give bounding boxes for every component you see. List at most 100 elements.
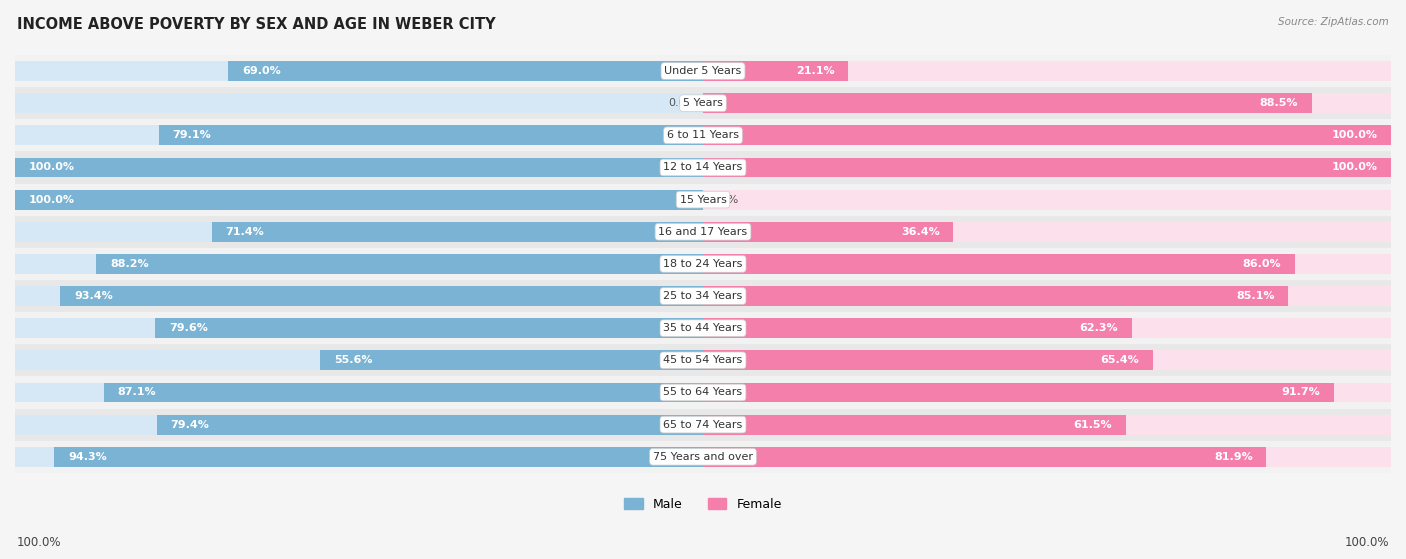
Bar (703, 350, 1153, 370)
Bar (703, 125, 1391, 145)
Bar (159, 125, 703, 145)
Bar (15, 222, 703, 241)
Text: 65.4%: 65.4% (1101, 356, 1139, 366)
Bar (1, 376, 1405, 409)
Bar (703, 158, 1391, 177)
Text: 100.0%: 100.0% (1331, 130, 1378, 140)
Text: 55.6%: 55.6% (335, 356, 373, 366)
Text: 100.0%: 100.0% (28, 195, 75, 205)
Bar (703, 222, 953, 241)
Bar (703, 190, 1391, 210)
Text: 93.4%: 93.4% (75, 291, 112, 301)
Text: 15 Years: 15 Years (679, 195, 727, 205)
Bar (104, 382, 703, 402)
Text: 0.0%: 0.0% (710, 195, 738, 205)
Text: 79.6%: 79.6% (169, 323, 208, 333)
Text: 65 to 74 Years: 65 to 74 Years (664, 420, 742, 430)
Text: 12 to 14 Years: 12 to 14 Years (664, 163, 742, 173)
Bar (228, 61, 703, 81)
Text: 69.0%: 69.0% (242, 66, 281, 76)
Text: 88.5%: 88.5% (1260, 98, 1298, 108)
Text: 91.7%: 91.7% (1281, 387, 1320, 397)
Bar (703, 93, 1312, 113)
Bar (703, 318, 1391, 338)
Text: 0.0%: 0.0% (668, 98, 696, 108)
Bar (15, 93, 703, 113)
Text: 6 to 11 Years: 6 to 11 Years (666, 130, 740, 140)
Bar (703, 415, 1391, 434)
Text: 79.1%: 79.1% (173, 130, 211, 140)
Bar (703, 158, 1391, 177)
Text: 35 to 44 Years: 35 to 44 Years (664, 323, 742, 333)
Text: 87.1%: 87.1% (118, 387, 156, 397)
Bar (703, 447, 1267, 467)
Text: 75 Years and over: 75 Years and over (652, 452, 754, 462)
Bar (212, 222, 703, 241)
Legend: Male, Female: Male, Female (619, 493, 787, 516)
Bar (15, 318, 703, 338)
Bar (15, 254, 703, 274)
Text: 79.4%: 79.4% (170, 420, 209, 430)
Bar (60, 286, 703, 306)
Text: 85.1%: 85.1% (1236, 291, 1275, 301)
Bar (155, 318, 703, 338)
Text: 16 and 17 Years: 16 and 17 Years (658, 227, 748, 237)
Bar (703, 415, 1126, 434)
Bar (1, 440, 1405, 473)
Text: 21.1%: 21.1% (796, 66, 834, 76)
Text: INCOME ABOVE POVERTY BY SEX AND AGE IN WEBER CITY: INCOME ABOVE POVERTY BY SEX AND AGE IN W… (17, 17, 495, 32)
Bar (15, 382, 703, 402)
Bar (1, 55, 1405, 87)
Bar (15, 158, 703, 177)
Bar (703, 61, 848, 81)
Bar (1, 409, 1405, 440)
Text: Under 5 Years: Under 5 Years (665, 66, 741, 76)
Bar (15, 125, 703, 145)
Text: 36.4%: 36.4% (901, 227, 939, 237)
Text: 45 to 54 Years: 45 to 54 Years (664, 356, 742, 366)
Bar (1, 280, 1405, 312)
Bar (703, 125, 1391, 145)
Bar (15, 158, 703, 177)
Bar (703, 93, 1391, 113)
Bar (703, 447, 1391, 467)
Bar (1, 119, 1405, 151)
Text: 94.3%: 94.3% (67, 452, 107, 462)
Text: 18 to 24 Years: 18 to 24 Years (664, 259, 742, 269)
Bar (15, 190, 703, 210)
Text: 100.0%: 100.0% (17, 536, 62, 549)
Bar (703, 382, 1391, 402)
Bar (321, 350, 703, 370)
Text: 25 to 34 Years: 25 to 34 Years (664, 291, 742, 301)
Text: 71.4%: 71.4% (225, 227, 264, 237)
Bar (1, 312, 1405, 344)
Bar (703, 286, 1391, 306)
Text: 100.0%: 100.0% (1344, 536, 1389, 549)
Bar (15, 286, 703, 306)
Bar (1, 87, 1405, 119)
Bar (55, 447, 703, 467)
Bar (1, 344, 1405, 376)
Bar (703, 254, 1295, 274)
Bar (703, 350, 1391, 370)
Bar (703, 61, 1391, 81)
Bar (703, 286, 1288, 306)
Bar (703, 382, 1334, 402)
Bar (1, 216, 1405, 248)
Bar (96, 254, 703, 274)
Bar (1, 183, 1405, 216)
Text: 81.9%: 81.9% (1213, 452, 1253, 462)
Text: 100.0%: 100.0% (28, 163, 75, 173)
Bar (703, 318, 1132, 338)
Bar (156, 415, 703, 434)
Bar (703, 254, 1391, 274)
Text: 62.3%: 62.3% (1080, 323, 1118, 333)
Bar (1, 248, 1405, 280)
Text: Source: ZipAtlas.com: Source: ZipAtlas.com (1278, 17, 1389, 27)
Text: 61.5%: 61.5% (1074, 420, 1112, 430)
Bar (703, 222, 1391, 241)
Bar (15, 350, 703, 370)
Bar (15, 447, 703, 467)
Bar (1, 151, 1405, 183)
Bar (15, 190, 703, 210)
